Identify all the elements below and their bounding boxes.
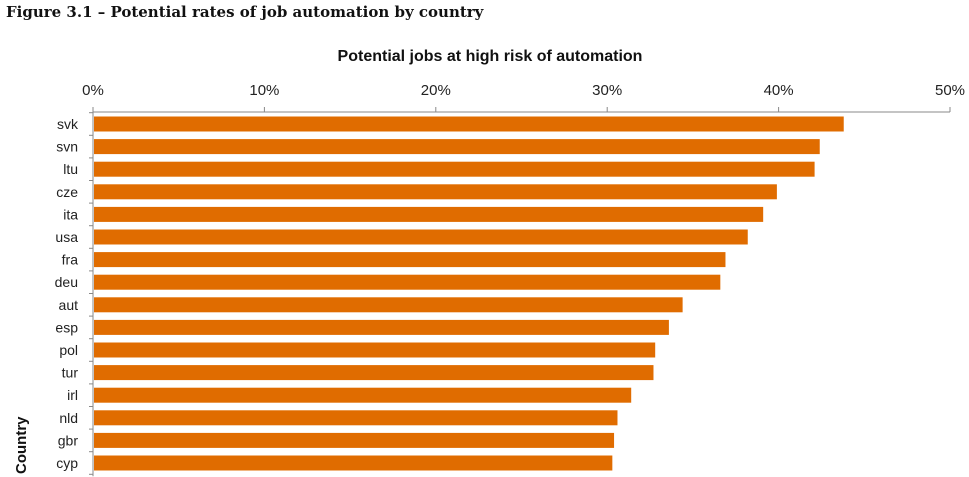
chart-title: Potential jobs at high risk of automatio…	[338, 48, 643, 65]
bar	[94, 410, 618, 426]
category-label: svk	[57, 116, 79, 132]
bar	[94, 274, 721, 290]
y-axis-label: Country	[13, 416, 30, 474]
category-label: deu	[55, 274, 78, 290]
bar	[94, 161, 815, 177]
category-labels: svk svn ltu cze ita usa fra deu aut esp pol tur irl n…	[55, 116, 79, 471]
x-tick-label: 50%	[935, 82, 965, 99]
category-label: nld	[59, 410, 78, 426]
bar	[94, 116, 844, 132]
bar	[94, 297, 683, 313]
bar	[94, 432, 615, 448]
category-label: cyp	[56, 455, 78, 471]
x-tick-label: 20%	[421, 82, 451, 99]
category-label: svn	[56, 139, 78, 155]
category-label: fra	[62, 252, 79, 268]
bar	[94, 229, 748, 245]
x-axis: 0% 10% 20% 30% 40% 50%	[82, 82, 965, 477]
bar	[94, 184, 777, 200]
figure-caption: Figure 3.1 – Potential rates of job auto…	[6, 3, 484, 21]
bars	[94, 116, 844, 471]
category-label: tur	[62, 365, 79, 381]
x-tick-label: 40%	[764, 82, 794, 99]
category-label: aut	[59, 297, 79, 313]
x-tick-label: 30%	[592, 82, 622, 99]
x-tick-label: 10%	[249, 82, 279, 99]
category-label: esp	[55, 319, 78, 335]
bar	[94, 252, 726, 268]
bar	[94, 139, 820, 155]
bar	[94, 387, 632, 403]
category-label: ltu	[63, 161, 78, 177]
x-tick-label: 0%	[82, 82, 104, 99]
bar	[94, 365, 654, 381]
category-label: ita	[63, 206, 78, 222]
category-label: irl	[67, 387, 78, 403]
category-label: usa	[55, 229, 78, 245]
category-label: gbr	[58, 432, 79, 448]
bar	[94, 342, 656, 358]
category-label: cze	[56, 184, 78, 200]
bar	[94, 206, 764, 222]
category-label: pol	[59, 342, 78, 358]
bar	[94, 455, 613, 471]
bar	[94, 319, 669, 335]
